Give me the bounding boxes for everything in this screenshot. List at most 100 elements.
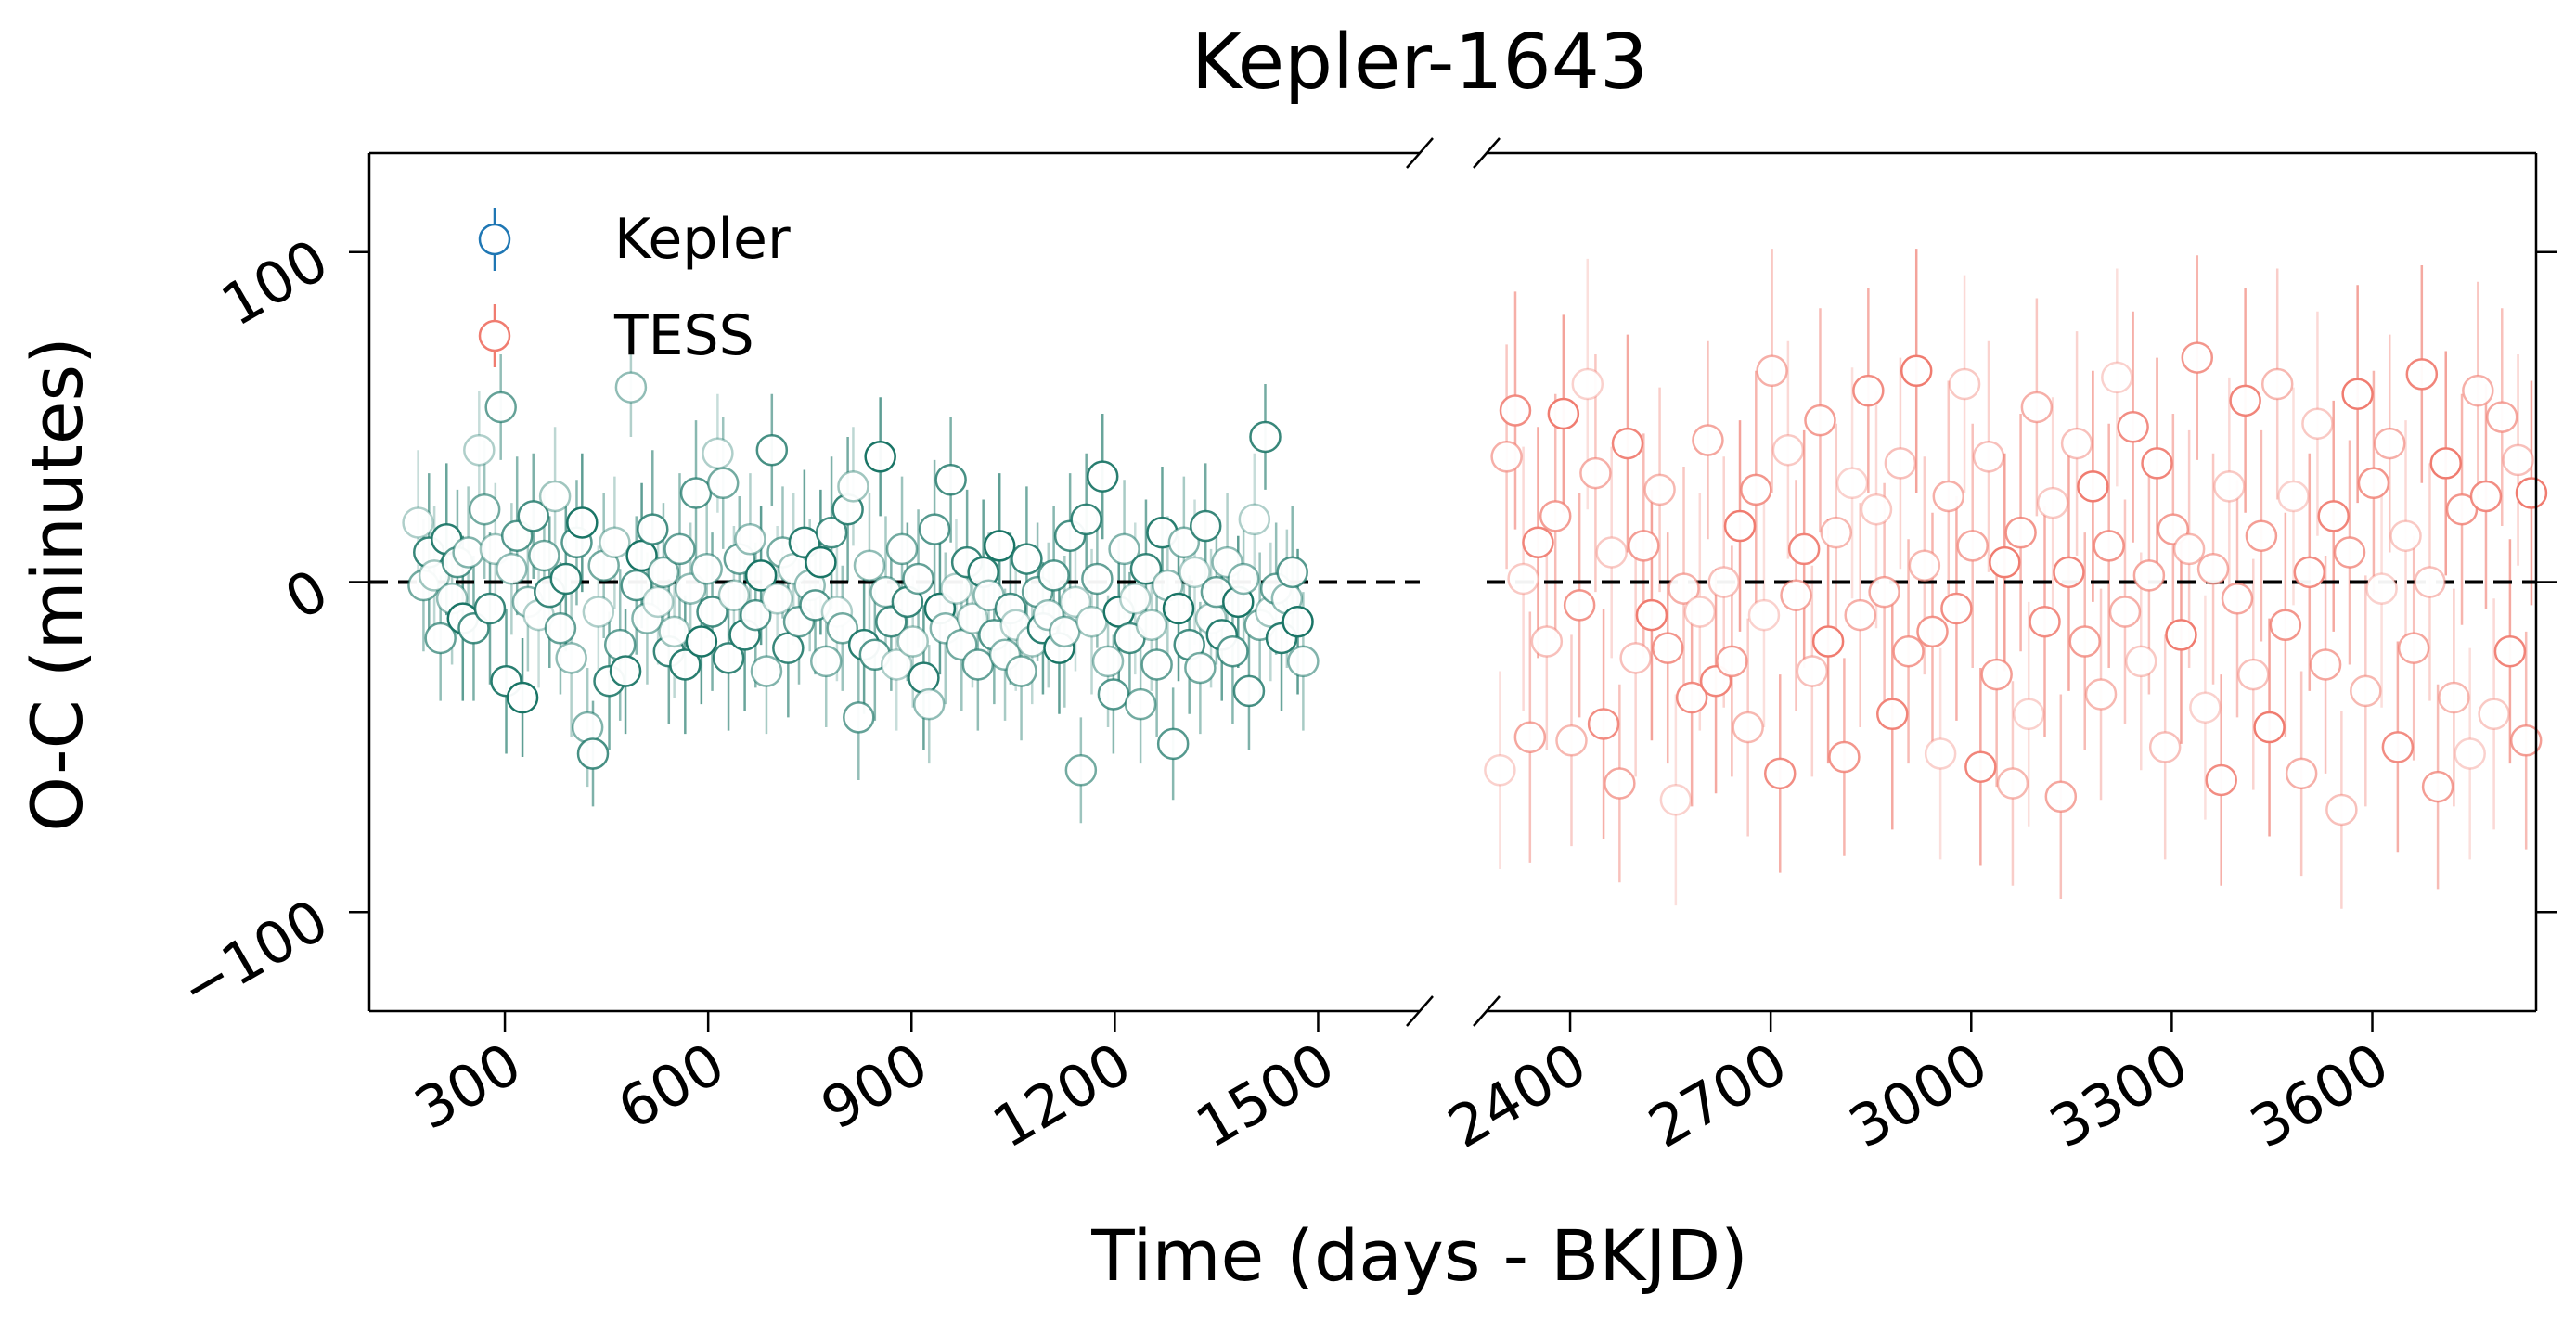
data-point bbox=[2084, 678, 2118, 711]
data-point bbox=[1156, 727, 1190, 761]
data-point bbox=[2341, 378, 2374, 410]
data-point bbox=[740, 598, 772, 632]
data-point bbox=[1081, 562, 1114, 596]
legend: Kepler TESS bbox=[478, 207, 791, 368]
data-point bbox=[2029, 605, 2061, 638]
data-point bbox=[473, 592, 507, 625]
chart-title: Kepler-1643 bbox=[1191, 19, 1648, 107]
data-point bbox=[918, 513, 951, 545]
data-point bbox=[1238, 503, 1271, 536]
data-point bbox=[1587, 708, 1620, 740]
data-point bbox=[1747, 598, 1781, 632]
data-point bbox=[2237, 658, 2270, 691]
axis-break-mark bbox=[1473, 995, 1501, 1027]
data-point bbox=[1075, 605, 1108, 638]
data-point bbox=[641, 585, 675, 619]
data-point bbox=[1932, 480, 1965, 513]
data-point bbox=[2414, 566, 2446, 598]
data-point bbox=[679, 477, 713, 509]
data-point bbox=[2189, 691, 2222, 724]
data-point bbox=[1619, 642, 1652, 674]
data-point bbox=[2036, 486, 2069, 519]
x-tick-label: 2400 bbox=[1436, 1030, 1597, 1161]
data-point bbox=[2462, 374, 2494, 407]
legend-label: TESS bbox=[613, 303, 754, 368]
data-point bbox=[2357, 467, 2390, 500]
data-point bbox=[663, 532, 696, 566]
data-point bbox=[2060, 427, 2093, 460]
data-point bbox=[1796, 655, 1829, 687]
axis-break-mark bbox=[1406, 137, 1434, 169]
data-point bbox=[1989, 545, 2021, 579]
data-point bbox=[1924, 737, 1957, 770]
data-point bbox=[1972, 441, 2005, 473]
data-point bbox=[2181, 341, 2214, 374]
data-point bbox=[1964, 750, 1997, 783]
data-point bbox=[2277, 480, 2310, 513]
data-point bbox=[1579, 456, 1612, 490]
data-point bbox=[2004, 516, 2037, 549]
data-point bbox=[1162, 592, 1195, 625]
x-tick-label: 2700 bbox=[1638, 1030, 1798, 1161]
data-point bbox=[1167, 526, 1201, 559]
data-point bbox=[2108, 596, 2142, 628]
data-point bbox=[2469, 480, 2503, 513]
data-point bbox=[702, 437, 734, 469]
data-point bbox=[1129, 553, 1163, 585]
data-point bbox=[599, 526, 631, 559]
data-point bbox=[2317, 500, 2350, 532]
data-point bbox=[2044, 780, 2078, 813]
data-point bbox=[761, 583, 793, 615]
data-point bbox=[1852, 374, 1885, 407]
data-point bbox=[1811, 625, 1845, 658]
data-point bbox=[517, 500, 549, 532]
data-point bbox=[582, 596, 615, 628]
data-point bbox=[1732, 711, 1764, 744]
data-point bbox=[908, 661, 940, 694]
data-point bbox=[2132, 559, 2166, 592]
data-point bbox=[1635, 598, 1668, 632]
data-point bbox=[1547, 397, 1580, 430]
data-point bbox=[2478, 698, 2510, 731]
data-point bbox=[837, 470, 869, 503]
data-point bbox=[609, 655, 642, 687]
data-point bbox=[853, 549, 886, 582]
data-point bbox=[2141, 447, 2173, 480]
data-point bbox=[1916, 615, 1949, 648]
data-point bbox=[1108, 532, 1140, 566]
data-point bbox=[1820, 516, 1853, 549]
data-point bbox=[1659, 784, 1693, 816]
data-point bbox=[696, 596, 728, 628]
data-point bbox=[1059, 585, 1092, 619]
data-point bbox=[1091, 645, 1125, 678]
data-point bbox=[571, 711, 604, 744]
data-point bbox=[1124, 687, 1157, 721]
data-point bbox=[1868, 575, 1900, 609]
data-point bbox=[912, 687, 946, 721]
data-point bbox=[2421, 770, 2454, 803]
data-point bbox=[468, 493, 501, 526]
y-axis-label: O-C (minutes) bbox=[16, 337, 98, 832]
data-point bbox=[1611, 427, 1644, 460]
data-point bbox=[1860, 493, 1893, 526]
data-point bbox=[1844, 598, 1876, 632]
data-point bbox=[1980, 658, 2013, 691]
x-tick-label: 3000 bbox=[1838, 1030, 1999, 1161]
data-point bbox=[1184, 651, 1217, 685]
data-point bbox=[1070, 503, 1102, 536]
x-tick-label: 1200 bbox=[982, 1030, 1142, 1161]
data-point bbox=[2397, 632, 2430, 664]
data-point bbox=[896, 625, 929, 658]
data-point bbox=[805, 545, 837, 579]
data-point bbox=[1908, 549, 1941, 582]
data-point bbox=[2389, 519, 2422, 552]
data-point bbox=[826, 612, 859, 645]
data-point bbox=[1643, 473, 1676, 506]
data-point bbox=[1716, 645, 1748, 678]
data-point bbox=[2405, 358, 2439, 391]
data-point bbox=[2509, 724, 2543, 757]
data-point bbox=[717, 579, 751, 611]
data-point bbox=[880, 648, 913, 681]
data-point bbox=[2253, 711, 2286, 744]
data-point bbox=[1522, 526, 1554, 559]
